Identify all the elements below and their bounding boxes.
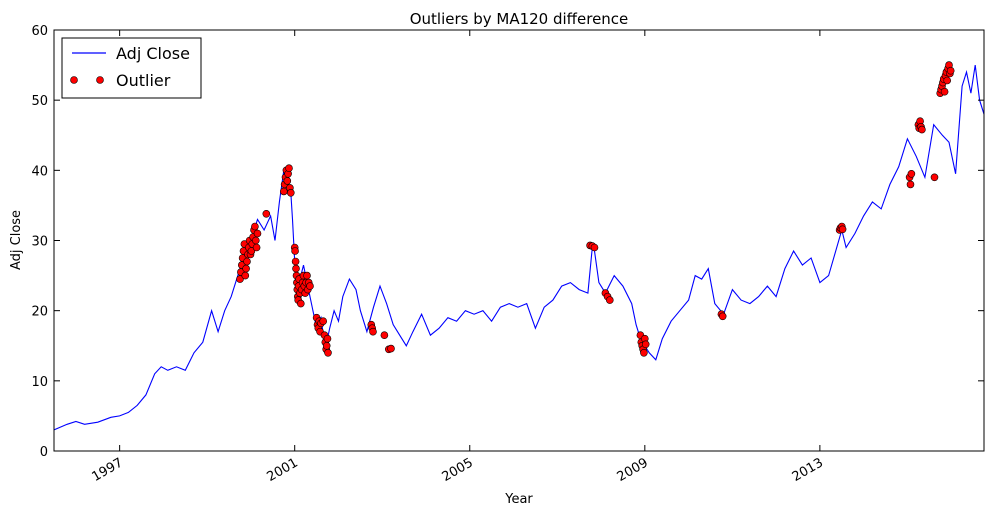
outlier-point [252, 236, 260, 245]
legend-marker-swatch-2 [96, 76, 104, 84]
outlier-point [640, 348, 648, 357]
outlier-point [324, 348, 332, 357]
x-tick-label: 2001 [265, 455, 301, 485]
x-tick-label: 2013 [790, 455, 826, 485]
outlier-point [291, 257, 300, 266]
outlier-point [943, 76, 952, 85]
y-tick-label: 10 [31, 375, 48, 390]
outlier-point [322, 341, 331, 350]
y-tick-label: 0 [40, 445, 48, 460]
outlier-point [590, 243, 599, 252]
outlier-point [930, 173, 939, 182]
plot-area [53, 61, 985, 431]
outlier-point [946, 66, 955, 75]
y-axis-label: Adj Close [9, 210, 24, 270]
legend-label-adj-close: Adj Close [116, 44, 190, 63]
outlier-point [291, 247, 299, 255]
outlier-point [303, 271, 311, 280]
outlier-point [243, 257, 251, 266]
legend-marker-swatch-1 [70, 76, 78, 84]
y-tick-label: 20 [31, 305, 48, 320]
outlier-point [906, 180, 915, 189]
outlier-point [253, 229, 262, 238]
outlier-point [369, 327, 377, 336]
x-tick-label: 2009 [615, 455, 651, 485]
outlier-point [323, 334, 332, 343]
outlier-point [380, 331, 389, 340]
legend-box [61, 37, 202, 99]
outlier-point [242, 264, 250, 273]
outlier-point [306, 282, 314, 290]
legend-label-outlier: Outlier [116, 71, 171, 90]
x-axis-label: Year [504, 492, 533, 507]
outlier-point [319, 317, 328, 326]
outlier-point [241, 271, 250, 280]
outlier-point [838, 225, 847, 234]
x-tick-label: 1997 [89, 455, 125, 485]
outlier-point [387, 344, 395, 353]
y-axis: 0 10 20 30 40 50 60 [31, 24, 984, 460]
outlier-point [252, 243, 261, 252]
outlier-point [296, 299, 305, 308]
outlier-point [940, 87, 949, 96]
chart-title: Outliers by MA120 difference [410, 10, 629, 28]
outlier-point [907, 170, 916, 178]
outlier-point [262, 210, 271, 218]
outlier-point [605, 296, 614, 304]
outlier-point [285, 164, 293, 172]
outlier-point [718, 312, 727, 321]
outlier-point [918, 125, 926, 134]
y-tick-label: 40 [31, 164, 48, 179]
outlier-point [283, 177, 292, 185]
x-tick-label: 2005 [440, 455, 476, 485]
legend: Adj Close Outlier [61, 37, 202, 99]
outlier-point [286, 189, 295, 197]
y-tick-label: 30 [31, 235, 48, 250]
outlier-point [292, 264, 300, 273]
series-line-adj-close [53, 65, 985, 431]
y-tick-label: 50 [31, 94, 48, 109]
outlier-point [251, 222, 259, 231]
outlier-point [641, 340, 650, 349]
y-tick-label: 60 [31, 24, 48, 39]
